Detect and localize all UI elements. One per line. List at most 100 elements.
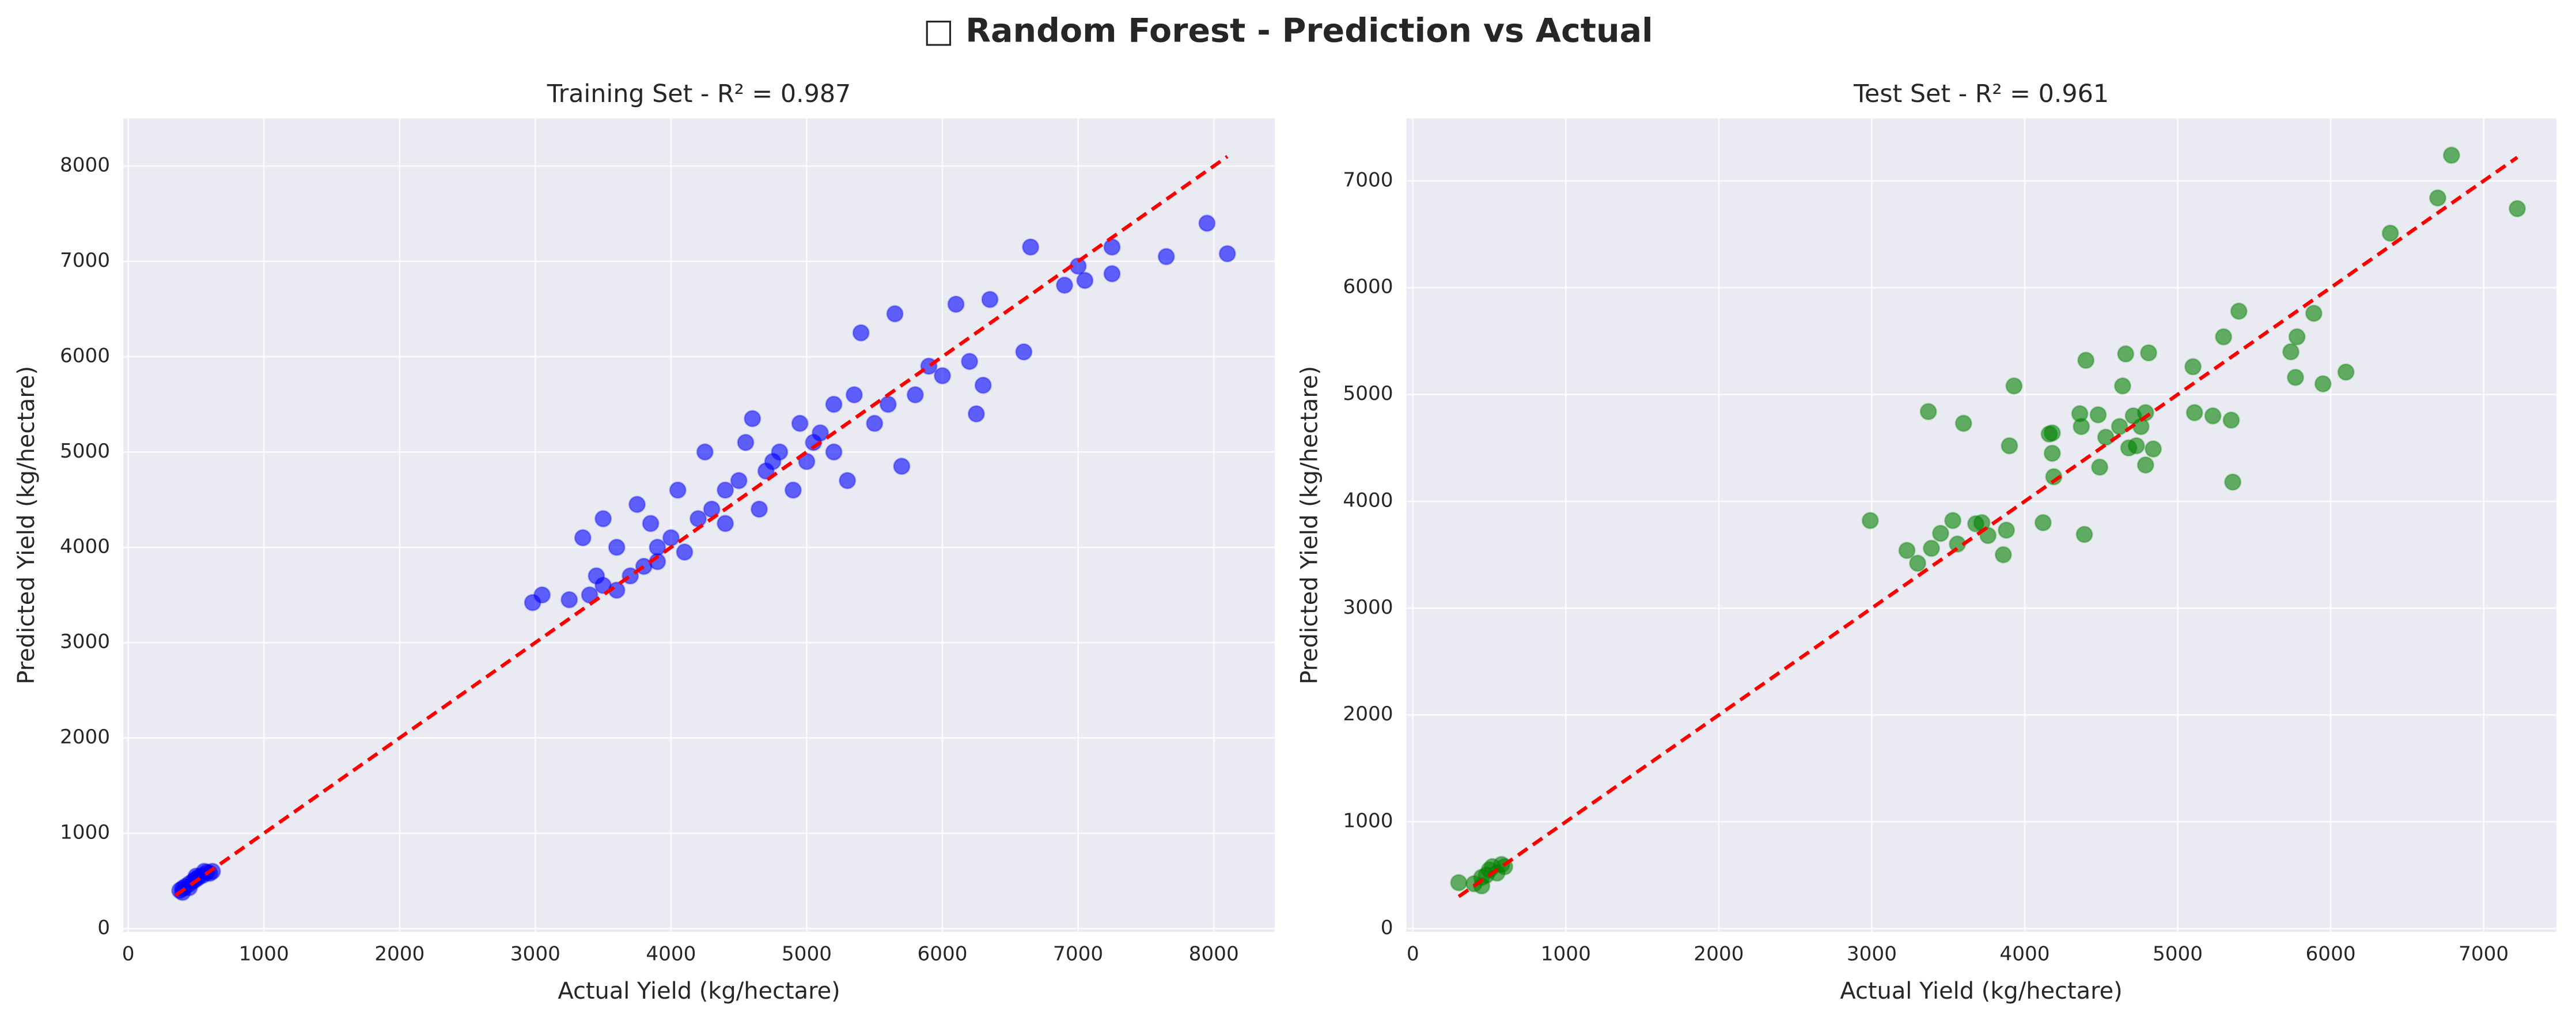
point (2314, 375, 2332, 393)
point (947, 295, 965, 313)
point (717, 481, 734, 499)
point (750, 500, 768, 518)
y-tick-label: 5000 (60, 440, 110, 463)
figure-title: □ Random Forest - Prediction vs Actual (923, 12, 1653, 50)
point (676, 543, 694, 561)
x-tick-label: 7000 (1053, 943, 1103, 966)
point (642, 515, 660, 532)
y-tick-label: 3000 (1343, 596, 1393, 619)
point (1922, 539, 1941, 557)
x-tick-label: 5000 (782, 943, 832, 966)
y-tick-label: 5000 (1343, 382, 1393, 405)
point (1919, 403, 1937, 421)
point (1450, 874, 1468, 891)
point (2136, 404, 2154, 422)
point (2185, 404, 2203, 422)
y-tick-label: 7000 (60, 249, 110, 272)
x-tick-label: 0 (1407, 943, 1419, 966)
point (2282, 343, 2300, 361)
point (845, 386, 863, 404)
point (2117, 345, 2135, 363)
point (893, 458, 911, 475)
y-tick-label: 6000 (60, 344, 110, 367)
x-tick-label: 4000 (1999, 943, 2050, 966)
x-tick-label: 5000 (2153, 943, 2203, 966)
point (866, 414, 884, 432)
point (649, 538, 666, 556)
y-tick-label: 2000 (60, 726, 110, 749)
x-tick-label: 4000 (646, 943, 696, 966)
axes-title: Training Set - R² = 0.987 (547, 80, 851, 108)
point (1931, 524, 1950, 542)
x-tick-label: 0 (122, 943, 135, 966)
point (2097, 428, 2115, 446)
point (2001, 437, 2018, 455)
point (2381, 224, 2399, 242)
point (2222, 411, 2240, 429)
point (2139, 344, 2158, 362)
point (839, 471, 857, 490)
x-tick-label: 7000 (2458, 943, 2509, 966)
y-tick-label: 1000 (1343, 810, 1393, 833)
point (981, 290, 999, 308)
point (825, 443, 843, 461)
point (2286, 368, 2305, 387)
point (628, 496, 646, 513)
point (2127, 437, 2145, 455)
point (2184, 358, 2202, 376)
point (2075, 526, 2093, 543)
point (2224, 473, 2242, 491)
y-tick-label: 3000 (60, 630, 110, 653)
x-axis-label: Actual Yield (kg/hectare) (1840, 978, 2122, 1004)
point (689, 510, 707, 528)
point (2077, 352, 2095, 369)
point (2090, 458, 2109, 476)
y-tick-label: 8000 (60, 154, 110, 177)
y-tick-label: 0 (1381, 916, 1393, 939)
point (2045, 468, 2063, 486)
point (2144, 440, 2162, 458)
x-tick-label: 8000 (1189, 943, 1239, 966)
point (717, 515, 734, 532)
point (784, 481, 802, 499)
point (608, 538, 626, 556)
point (669, 481, 687, 499)
point (2043, 424, 2061, 442)
point (2136, 456, 2154, 474)
point (2230, 302, 2248, 320)
x-tick-label: 3000 (1847, 943, 1897, 966)
x-tick-label: 2000 (1694, 943, 1744, 966)
point (662, 529, 680, 547)
y-tick-label: 7000 (1343, 168, 1393, 191)
point (730, 471, 748, 490)
point (533, 586, 551, 604)
y-axis-label: Predicted Yield (kg/hectare) (1296, 366, 1323, 685)
y-tick-label: 6000 (1343, 275, 1393, 298)
point (2204, 407, 2222, 425)
point (1076, 271, 1094, 289)
point (967, 405, 986, 423)
point (2429, 189, 2447, 207)
y-axis-label: Predicted Yield (kg/hectare) (13, 366, 40, 685)
axes-title: Test Set - R² = 0.961 (1853, 80, 2109, 108)
point (886, 305, 904, 323)
point (1492, 856, 1510, 874)
point (825, 395, 843, 413)
point (2508, 199, 2526, 218)
point (764, 452, 782, 471)
point (2034, 513, 2052, 532)
y-tick-label: 4000 (60, 535, 110, 558)
point (560, 591, 578, 609)
x-tick-label: 3000 (510, 943, 560, 966)
point (961, 353, 979, 371)
x-axis-label: Actual Yield (kg/hectare) (558, 978, 840, 1004)
point (2073, 418, 2090, 436)
point (1218, 245, 1236, 263)
point (2043, 444, 2061, 462)
point (2305, 304, 2323, 322)
point (594, 510, 612, 528)
point (791, 414, 809, 432)
point (2089, 406, 2107, 424)
